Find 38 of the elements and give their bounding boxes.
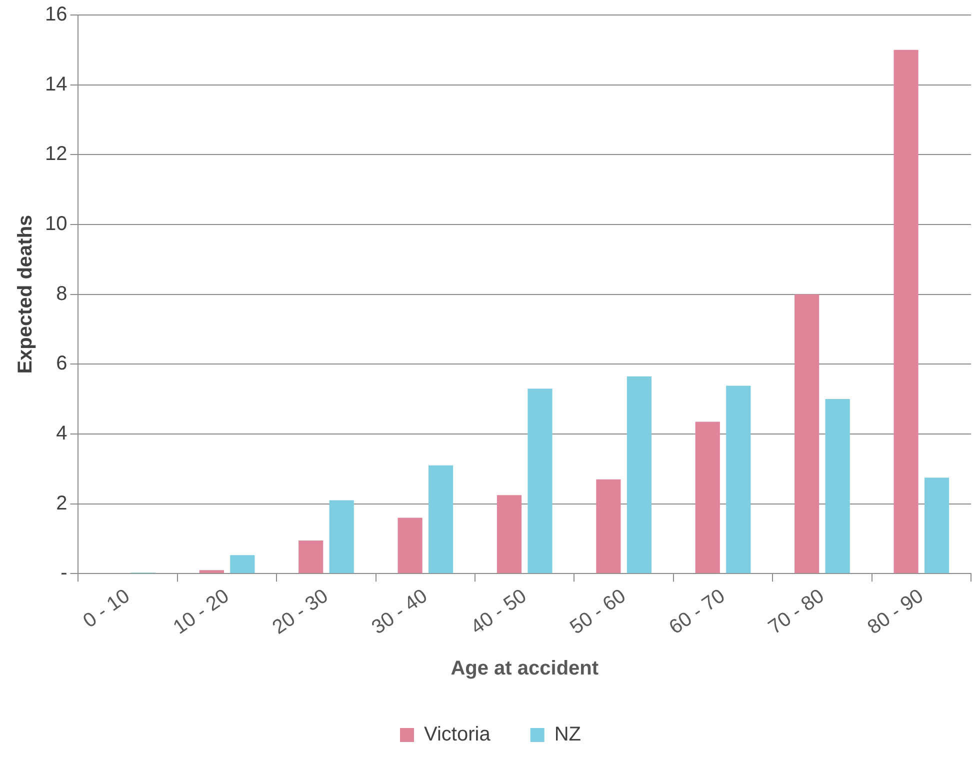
y-tick-label: 12 bbox=[44, 143, 68, 166]
bar bbox=[398, 518, 422, 574]
bar bbox=[230, 555, 255, 574]
x-tick-label: 70 - 80 bbox=[764, 585, 828, 639]
x-tick-label: 20 - 30 bbox=[268, 585, 332, 639]
bar bbox=[199, 570, 224, 574]
bar bbox=[695, 422, 720, 574]
bar bbox=[428, 465, 454, 574]
x-tick-label: 80 - 90 bbox=[864, 585, 928, 639]
x-axis-title: Age at accident bbox=[450, 658, 599, 680]
legend-label: Victoria bbox=[424, 724, 492, 746]
legend-label: NZ bbox=[554, 724, 582, 746]
bar bbox=[626, 376, 652, 574]
bar bbox=[596, 479, 621, 574]
bar bbox=[528, 388, 552, 574]
y-tick-label: 4 bbox=[56, 422, 68, 444]
y-tick-label: 8 bbox=[56, 282, 68, 305]
x-tick-label: 10 - 20 bbox=[169, 585, 234, 639]
x-tick-label: 30 - 40 bbox=[368, 585, 432, 639]
bar bbox=[496, 495, 522, 574]
x-tick-label: 40 - 50 bbox=[467, 585, 531, 639]
bar bbox=[726, 386, 751, 574]
y-tick-label: 16 bbox=[44, 4, 68, 26]
y-tick-label: 14 bbox=[44, 73, 68, 96]
y-tick-label: - bbox=[60, 562, 68, 584]
bar bbox=[298, 540, 324, 574]
x-tick-label: 0 - 10 bbox=[79, 585, 134, 632]
bar bbox=[825, 399, 850, 574]
x-tick-label: 50 - 60 bbox=[566, 585, 630, 639]
bar bbox=[794, 294, 820, 574]
bar bbox=[329, 500, 354, 574]
y-axis-title: Expected deaths bbox=[14, 214, 37, 374]
y-tick-label: 10 bbox=[44, 213, 68, 235]
bar bbox=[894, 50, 918, 574]
x-tick-label: 60 - 70 bbox=[665, 585, 730, 639]
y-tick-label: 6 bbox=[56, 352, 68, 375]
y-tick-label: 2 bbox=[56, 492, 68, 514]
bar bbox=[924, 478, 950, 574]
